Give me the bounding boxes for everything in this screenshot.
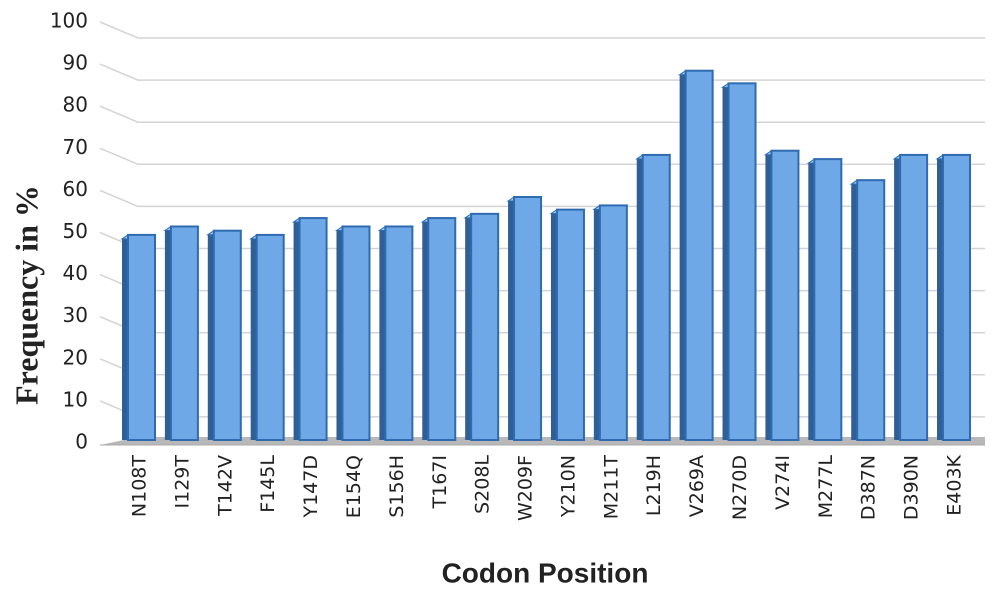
x-tick-label: T142V [214,455,236,517]
bar-side [164,226,171,440]
bar [163,225,200,441]
bar-front [942,153,971,441]
grid-line [99,21,985,39]
x-tick-label: M277L [815,455,837,519]
bar-front [470,212,500,441]
bar-front [727,82,757,441]
grid-line [99,63,985,81]
x-tick-label: E403K [944,454,966,515]
bar-front [341,225,371,441]
bar [291,217,329,441]
y-tick-label: 80 [63,93,88,117]
bar-side [593,205,600,440]
bar-side [808,159,815,440]
bar-front [384,225,414,441]
x-tick-label: S208L [472,455,494,514]
bar-side [851,180,858,441]
bar-front [856,179,886,441]
bar [677,69,715,442]
y-tick-label: 50 [63,219,88,243]
x-tick-label: D390N [901,455,923,520]
x-tick-label: E154Q [343,455,365,518]
x-tick-label: L219H [643,455,665,516]
bar-side [122,234,128,440]
y-tick-label: 20 [63,345,88,369]
x-tick-label: F145L [257,455,279,513]
grid-line [99,147,985,166]
bar [206,229,243,441]
y-tick-label: 30 [63,303,88,327]
bar-front [298,217,328,441]
bar [806,158,843,441]
bar-front [513,196,543,441]
y-tick-label: 40 [63,261,88,285]
bar [377,225,415,441]
x-tick-label: T167I [429,455,451,509]
x-tick-label: W209F [515,455,537,521]
bar-front [212,229,242,441]
bar-side [722,83,729,440]
x-tick-label: I129T [171,455,193,509]
bar-side [422,218,429,440]
bar [892,153,929,441]
bar-front [598,204,628,441]
y-tick-label: 100 [50,9,88,33]
bar [720,82,758,441]
bar-front [684,69,714,442]
x-tick-label: V274I [772,455,794,510]
bar-front [127,233,156,441]
bar [120,233,157,441]
bar [763,149,801,441]
bar [334,225,372,441]
x-tick-label: S156H [386,455,408,518]
x-tick-label: V269A [686,455,708,517]
bar-side [508,197,515,440]
y-tick-label: 60 [63,177,88,201]
bar-front [427,217,457,441]
y-axis-title: Frequency in % [8,185,44,405]
x-tick-label: D387N [858,455,880,520]
y-tick-label: 0 [75,430,88,454]
bar-side [336,226,343,440]
bar-side [250,234,257,440]
x-tick-label: N270D [729,455,751,520]
x-tick-label: M211T [600,455,622,520]
bar-front [899,153,929,441]
bar [849,179,886,441]
bar [420,217,457,441]
bar-front [555,208,585,441]
grid-line [99,105,985,123]
bar-front [770,149,800,441]
bar-side [465,213,472,440]
bar-side [937,154,943,440]
bar-side [550,209,557,440]
bar-side [207,230,214,440]
x-tick-label: N108T [129,455,151,517]
bar-front [813,158,843,441]
bar-side [679,70,686,441]
bar-front [255,233,285,441]
y-tick-label: 90 [63,51,88,75]
bar [549,208,586,441]
x-tick-label: Y210N [557,455,579,518]
bar [506,196,543,441]
bar [592,204,629,441]
bar [935,153,972,441]
bar [635,153,672,441]
bar-side [636,154,643,440]
bar-side [379,226,386,440]
bar [463,212,500,441]
bar-side [293,218,300,440]
bar-side [765,150,772,440]
bar-front [169,225,199,441]
y-tick-label: 10 [63,387,88,411]
x-tick-label: Y147D [300,455,322,519]
bar [249,233,286,441]
bar-front [641,153,671,441]
x-axis-title: Codon Position [442,557,649,588]
bar-side [894,154,901,440]
y-tick-label: 70 [63,135,88,159]
